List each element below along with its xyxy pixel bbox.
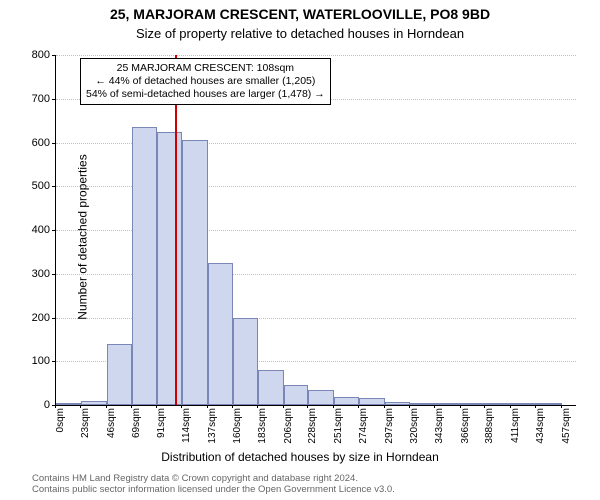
- histogram-bar: [334, 397, 359, 405]
- x-tick-label: 23sqm: [80, 408, 91, 448]
- histogram-bar: [536, 403, 561, 405]
- histogram-bar: [107, 344, 132, 405]
- x-tick-label: 137sqm: [207, 408, 218, 448]
- histogram-bar: [435, 403, 460, 405]
- histogram-bar: [233, 318, 258, 406]
- x-tick-label: 206sqm: [283, 408, 294, 448]
- y-tick-mark: [52, 99, 55, 100]
- y-tick-label: 0: [10, 399, 50, 411]
- annotation-line-2: ← 44% of detached houses are smaller (1,…: [86, 75, 325, 88]
- histogram-bar: [511, 403, 536, 405]
- y-tick-mark: [52, 274, 55, 275]
- x-tick-label: 343sqm: [434, 408, 445, 448]
- histogram-bar: [132, 127, 156, 405]
- y-tick-label: 600: [10, 137, 50, 149]
- histogram-bar: [461, 403, 485, 405]
- histogram-bar: [182, 140, 207, 405]
- plot-area: [55, 55, 576, 406]
- y-tick-label: 500: [10, 180, 50, 192]
- annotation-line-3: 54% of semi-detached houses are larger (…: [86, 88, 325, 101]
- histogram-bar: [284, 385, 308, 405]
- histogram-bar: [385, 402, 410, 405]
- y-axis-label: Number of detached properties: [76, 154, 90, 319]
- x-tick-label: 457sqm: [561, 408, 572, 448]
- chart-subtitle: Size of property relative to detached ho…: [0, 26, 600, 41]
- y-tick-label: 400: [10, 224, 50, 236]
- histogram-bar: [485, 403, 510, 405]
- x-tick-label: 183sqm: [257, 408, 268, 448]
- histogram-bar: [308, 390, 333, 405]
- x-tick-label: 0sqm: [55, 408, 66, 448]
- histogram-bar: [410, 403, 435, 405]
- y-tick-label: 100: [10, 355, 50, 367]
- histogram-bar: [157, 132, 182, 405]
- x-tick-label: 160sqm: [232, 408, 243, 448]
- x-tick-label: 274sqm: [358, 408, 369, 448]
- x-tick-label: 228sqm: [307, 408, 318, 448]
- x-axis-label: Distribution of detached houses by size …: [0, 450, 600, 464]
- histogram-bar: [359, 398, 384, 405]
- y-tick-mark: [52, 55, 55, 56]
- grid-line: [56, 55, 576, 56]
- x-tick-label: 411sqm: [510, 408, 521, 448]
- x-tick-label: 434sqm: [535, 408, 546, 448]
- histogram-bar: [81, 401, 106, 405]
- x-tick-label: 114sqm: [181, 408, 192, 448]
- x-tick-label: 388sqm: [484, 408, 495, 448]
- y-tick-label: 200: [10, 312, 50, 324]
- x-tick-label: 297sqm: [384, 408, 395, 448]
- y-tick-mark: [52, 143, 55, 144]
- y-tick-mark: [52, 186, 55, 187]
- x-tick-label: 69sqm: [131, 408, 142, 448]
- y-tick-label: 700: [10, 93, 50, 105]
- histogram-bar: [258, 370, 283, 405]
- reference-annotation: 25 MARJORAM CRESCENT: 108sqm ← 44% of de…: [80, 58, 331, 105]
- histogram-bar: [56, 403, 81, 405]
- reference-line: [175, 55, 177, 405]
- y-tick-label: 800: [10, 49, 50, 61]
- x-tick-label: 91sqm: [156, 408, 167, 448]
- chart-title: 25, MARJORAM CRESCENT, WATERLOOVILLE, PO…: [0, 6, 600, 22]
- x-tick-label: 46sqm: [106, 408, 117, 448]
- y-tick-mark: [52, 230, 55, 231]
- chart-footer: Contains HM Land Registry data © Crown c…: [32, 474, 590, 496]
- y-tick-mark: [52, 318, 55, 319]
- x-tick-label: 251sqm: [333, 408, 344, 448]
- x-tick-label: 366sqm: [460, 408, 471, 448]
- property-size-histogram: 25, MARJORAM CRESCENT, WATERLOOVILLE, PO…: [0, 0, 600, 500]
- y-tick-label: 300: [10, 268, 50, 280]
- histogram-bar: [208, 263, 233, 405]
- annotation-line-1: 25 MARJORAM CRESCENT: 108sqm: [86, 62, 325, 75]
- y-tick-mark: [52, 361, 55, 362]
- x-tick-label: 320sqm: [409, 408, 420, 448]
- footer-line-2: Contains public sector information licen…: [32, 485, 590, 496]
